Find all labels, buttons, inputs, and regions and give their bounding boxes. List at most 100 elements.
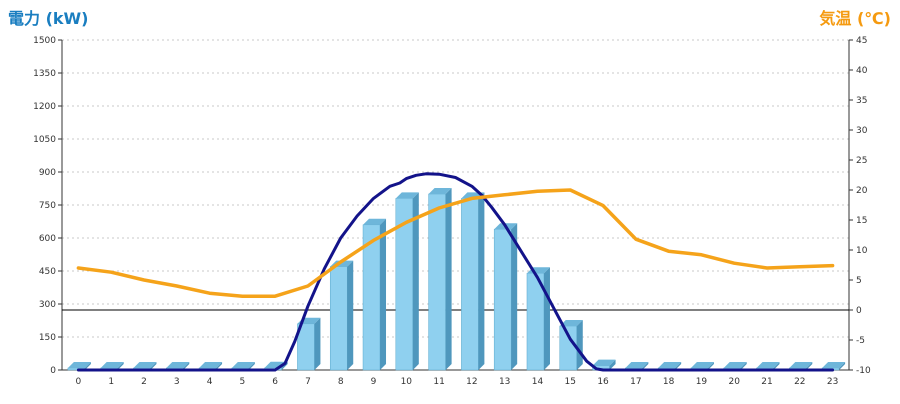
left-tick-label: 1350 bbox=[33, 69, 56, 79]
bar-top bbox=[395, 192, 419, 199]
bar-side bbox=[150, 362, 157, 370]
x-tick-label: 1 bbox=[108, 377, 114, 387]
left-tick-label: 750 bbox=[39, 201, 56, 211]
bar-top bbox=[428, 188, 452, 194]
x-tick-label: 21 bbox=[761, 377, 772, 387]
x-tick-label: 3 bbox=[174, 377, 180, 387]
bar-top bbox=[756, 362, 780, 368]
bar bbox=[428, 188, 452, 371]
bar-side bbox=[642, 362, 649, 370]
bar-top bbox=[690, 362, 714, 368]
bar-side bbox=[773, 362, 780, 370]
bar-side bbox=[543, 267, 550, 370]
grid bbox=[62, 39, 849, 338]
left-tick-label: 150 bbox=[39, 333, 56, 343]
bar-side bbox=[248, 362, 255, 370]
x-tick-label: 10 bbox=[401, 377, 413, 387]
bar bbox=[362, 218, 387, 371]
bar-side bbox=[839, 362, 846, 370]
bar-top bbox=[100, 362, 124, 368]
x-tick-label: 11 bbox=[433, 377, 444, 387]
bar bbox=[395, 192, 419, 371]
x-tick-label: 12 bbox=[466, 377, 477, 387]
bar-side bbox=[216, 362, 223, 370]
bar bbox=[493, 223, 518, 371]
bar-side bbox=[314, 317, 321, 370]
bar-top bbox=[166, 362, 190, 368]
bar bbox=[559, 320, 583, 371]
bar-front bbox=[461, 198, 479, 371]
x-tick-label: 6 bbox=[272, 377, 278, 387]
x-tick-label: 5 bbox=[239, 377, 245, 387]
bar-series bbox=[67, 188, 846, 371]
bar bbox=[461, 192, 485, 371]
x-tick-label: 19 bbox=[696, 377, 708, 387]
right-tick-label: -5 bbox=[856, 336, 865, 346]
bar bbox=[297, 317, 321, 371]
right-tick-label: 10 bbox=[856, 246, 868, 256]
left-tick-label: 600 bbox=[39, 234, 56, 244]
bar-top bbox=[658, 362, 682, 368]
x-tick-label: 22 bbox=[794, 377, 805, 387]
bar-top bbox=[789, 362, 813, 368]
right-tick-label: 45 bbox=[856, 36, 867, 46]
bar-side bbox=[740, 362, 747, 370]
temperature-line bbox=[76, 188, 835, 298]
x-tick-label: 9 bbox=[371, 377, 377, 387]
left-tick-label: 900 bbox=[39, 168, 56, 178]
x-tick-label: 2 bbox=[141, 377, 147, 387]
bar-side bbox=[478, 192, 485, 370]
right-tick-label: 15 bbox=[856, 216, 867, 226]
bar-side bbox=[84, 362, 91, 370]
bar-top bbox=[133, 362, 157, 368]
bar-side bbox=[806, 362, 813, 370]
right-tick-label: 20 bbox=[856, 186, 868, 196]
bar bbox=[329, 260, 354, 371]
bar-side bbox=[609, 359, 616, 370]
left-tick-labels: 0 150 300 450 600 750 900 1050 1200 1350 1500 bbox=[33, 36, 56, 376]
bar-side bbox=[445, 188, 452, 370]
bar-front bbox=[428, 193, 446, 371]
x-tick-label: 17 bbox=[630, 377, 641, 387]
line-series bbox=[76, 172, 835, 372]
left-tick-label: 1200 bbox=[33, 102, 56, 112]
bar-front bbox=[329, 266, 348, 371]
left-axis-title: 電力 (kW) bbox=[8, 9, 89, 28]
right-tick-labels: -10 -5 0 5 10 15 20 25 30 35 40 45 bbox=[856, 36, 871, 376]
bar-side bbox=[380, 218, 387, 370]
bar-side bbox=[707, 362, 714, 370]
bar-top bbox=[723, 362, 747, 368]
left-tick-label: 450 bbox=[39, 267, 56, 277]
right-tick-label: 30 bbox=[856, 126, 868, 136]
x-tick-label: 0 bbox=[76, 377, 82, 387]
x-tick-label: 8 bbox=[338, 377, 344, 387]
x-tick-label: 18 bbox=[663, 377, 675, 387]
bar-side bbox=[511, 223, 518, 370]
bar-top bbox=[559, 320, 583, 326]
bar-side bbox=[412, 192, 419, 370]
x-tick-label: 13 bbox=[499, 377, 510, 387]
bar-top bbox=[625, 362, 649, 368]
x-tick-label: 16 bbox=[597, 377, 609, 387]
left-tick-label: 300 bbox=[39, 300, 56, 310]
bar-top bbox=[231, 362, 255, 368]
x-tick-label: 7 bbox=[305, 377, 311, 387]
power-curve-line bbox=[76, 172, 835, 372]
right-tick-label: -10 bbox=[856, 366, 871, 376]
bar-top bbox=[822, 362, 846, 368]
bar-top bbox=[363, 218, 387, 225]
bar bbox=[592, 359, 616, 371]
right-tick-label: 0 bbox=[856, 306, 862, 316]
right-axis-title: 気温 (℃) bbox=[819, 9, 891, 28]
bar-side bbox=[117, 362, 124, 370]
x-tick-label: 4 bbox=[207, 377, 213, 387]
x-tick-label: 15 bbox=[565, 377, 576, 387]
right-tick-label: 5 bbox=[856, 276, 862, 286]
bar-side bbox=[675, 362, 682, 370]
bar bbox=[67, 362, 91, 371]
bar-front bbox=[493, 228, 512, 371]
bar-side bbox=[347, 260, 354, 370]
bar-side bbox=[576, 320, 583, 370]
